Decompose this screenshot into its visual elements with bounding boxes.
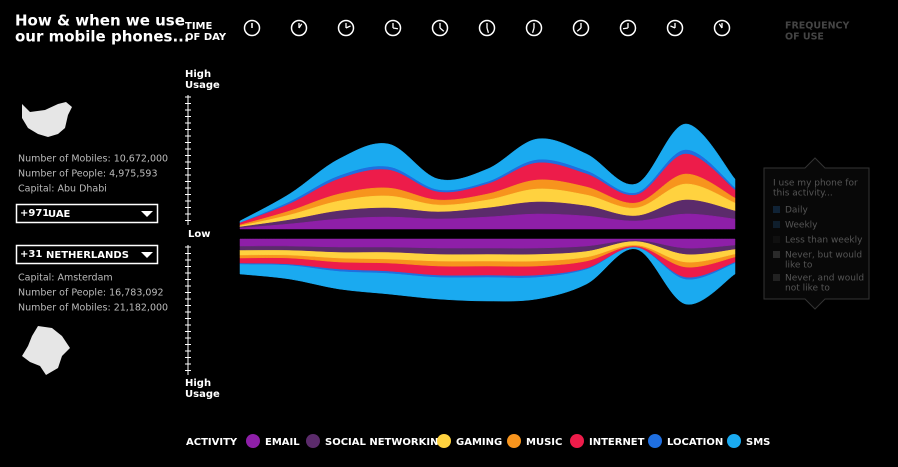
uae-map [22,102,72,137]
legend-swatch [507,434,521,448]
legend-swatch [648,434,662,448]
frequency-label: FREQUENCY [785,21,849,32]
option-label: Weekly [785,221,818,231]
axis-label: High [185,378,211,389]
clock-hand [486,27,490,33]
dropdown-name: NETHERLANDS [46,250,129,261]
legend-label: LOCATION [667,437,723,448]
clock-hand [439,27,445,32]
dropdown-arrow [141,252,153,258]
dropdown-box [15,244,159,265]
clock-icon [431,19,449,37]
title-line: How & when we use [15,12,185,30]
option-label: Less than weekly [785,236,863,246]
option-swatch [773,236,780,243]
legend-label: EMAIL [265,437,300,448]
dropdown-arrow [141,211,153,217]
time-label: TIME [185,21,212,32]
netherlands-map [22,326,70,375]
axis-label: Usage [185,389,220,400]
option-label: Daily [785,206,808,216]
country-stat: Number of People: 4,975,593 [18,169,158,180]
clock-hand [531,27,535,33]
clock-icon [572,19,590,37]
country-dropdown[interactable]: +31 NETHERLANDS [15,244,159,265]
clock-hand [392,27,399,30]
legend-label: SOCIAL NETWORKING [325,437,447,448]
dropdown-name: UAE [48,209,71,220]
frequency-panel [763,157,870,310]
option-label: not like to [785,284,830,294]
clock-icon [337,19,355,37]
clock-icon [478,19,496,37]
legend-swatch [570,434,584,448]
dropdown-box [15,203,159,224]
clock-hand [298,23,303,29]
stream-layer [239,238,736,249]
dropdown-code: +971 [20,208,49,219]
frequency-label: OF USE [785,32,824,43]
stream-layer [239,213,736,230]
axis-label: Usage [185,80,220,91]
option-label: like to [785,261,813,271]
axis-label: High [185,69,211,80]
legend-label: SMS [746,437,770,448]
option-label: Never, but would [785,251,862,261]
axis-label: Low [188,229,210,240]
country-stat: Number of Mobiles: 10,672,000 [18,154,168,165]
legend-label: MUSIC [526,437,562,448]
clock-icon [243,19,261,37]
legend-swatch [727,434,741,448]
option-swatch [773,206,780,213]
legend-label: INTERNET [589,437,645,448]
country-stat: Capital: Abu Dhabi [18,184,107,195]
option-label: Never, and would [785,274,864,284]
time-label: OF DAY [185,32,227,43]
clock-hand [576,27,582,32]
legend-swatch [246,434,260,448]
dropdown-code: +31 [20,249,42,260]
clock-icon [666,19,684,37]
clock-icon [384,19,402,37]
country-stat: Number of Mobiles: 21,182,000 [18,303,168,314]
clock-icon [525,19,543,37]
option-swatch [773,274,780,281]
clock-icon [290,19,308,37]
clock-icon [619,19,637,37]
clock-hand [345,25,351,29]
option-swatch [773,221,780,228]
country-stat: Number of People: 16,783,092 [18,288,164,299]
title-line: our mobile phones... [15,28,190,46]
legend-title: ACTIVITY [186,437,238,448]
clock-hand [718,23,723,29]
legend-label: GAMING [456,437,502,448]
clock-icon [713,19,731,37]
option-swatch [773,251,780,258]
legend-swatch [437,434,451,448]
panel-prompt: this activity... [773,189,833,199]
clock-hand [670,25,676,29]
legend-swatch [306,434,320,448]
country-stat: Capital: Amsterdam [18,273,113,284]
clock-hand [622,27,629,30]
panel-prompt: I use my phone for [773,179,858,189]
